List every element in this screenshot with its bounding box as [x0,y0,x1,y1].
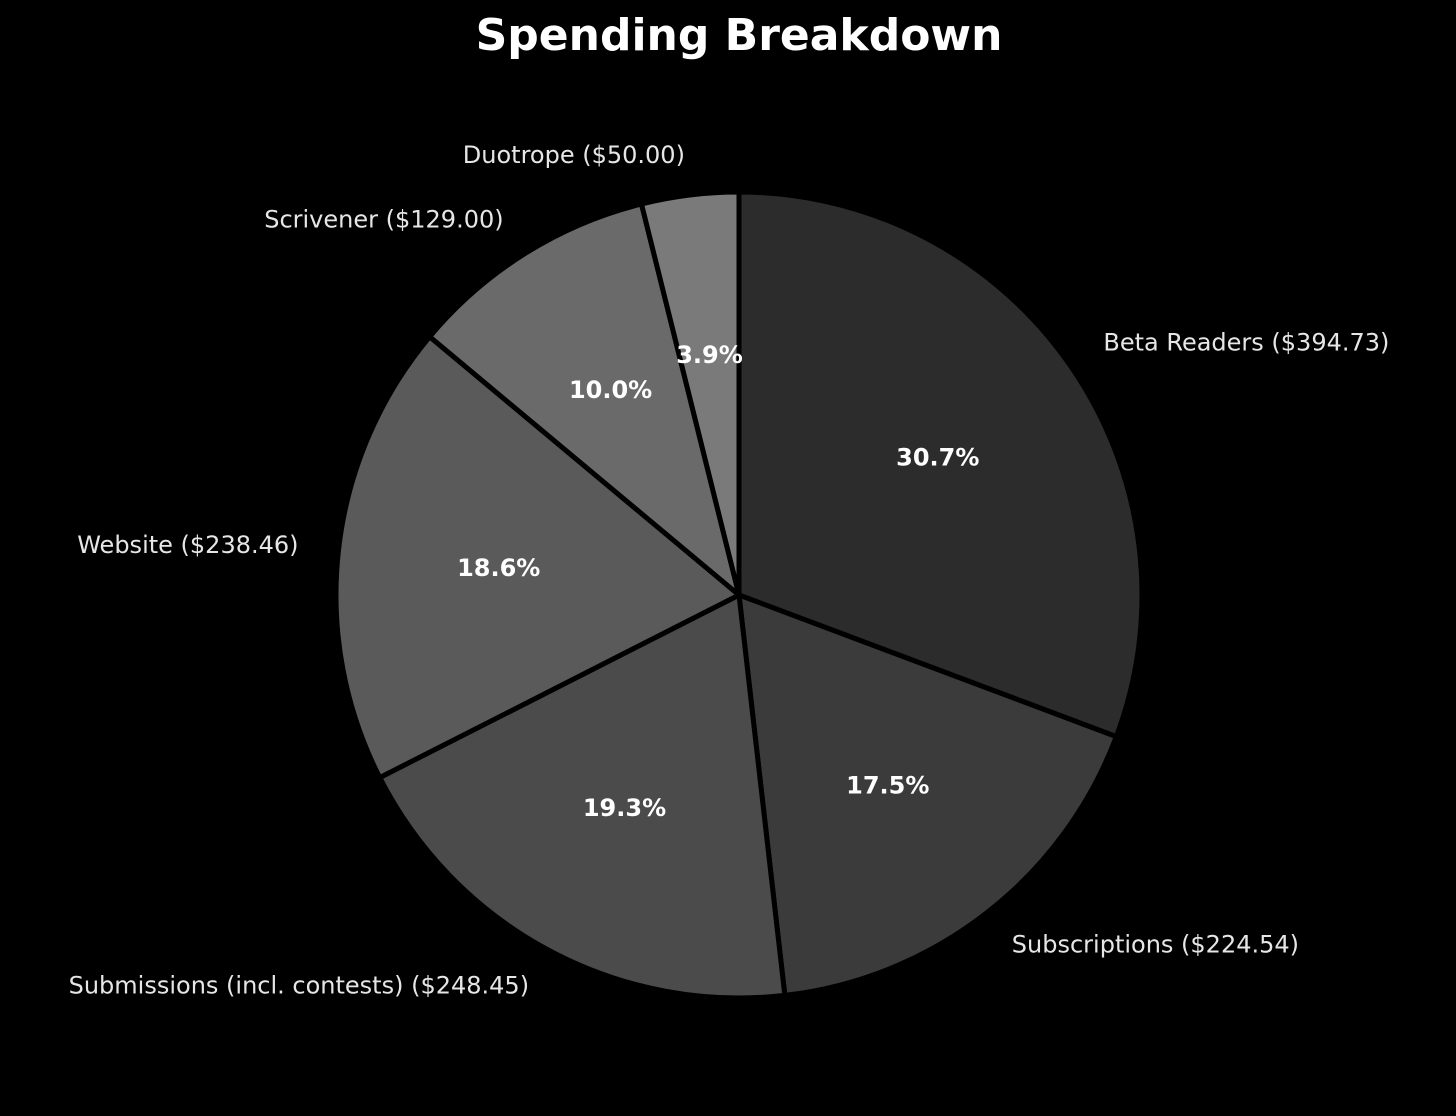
pie-slice-submissions-incl-contests [377,592,788,1001]
pie-slice-website [333,334,742,781]
pie-slice-subscriptions [736,592,1119,998]
slice-label-duotrope: Duotrope ($50.00) [463,141,685,169]
pct-label-submissions-incl-contests: 19.3% [583,794,666,822]
pct-label-scrivener: 10.0% [569,376,652,404]
pct-label-website: 18.6% [457,554,540,582]
slice-label-subscriptions: Subscriptions ($224.54) [1012,930,1299,958]
slice-label-submissions-incl-contests: Submissions (incl. contests) ($248.45) [69,971,529,999]
slice-label-beta-readers: Beta Readers ($394.73) [1103,329,1389,357]
slice-labels: Beta Readers ($394.73) Subscriptions ($22… [69,141,1390,999]
pct-label-subscriptions: 17.5% [846,772,929,800]
chart-title: Spending Breakdown [476,10,1003,61]
pie-slice-scrivener [427,201,742,598]
pie-slices [333,189,1145,1001]
pct-label-beta-readers: 30.7% [896,443,979,471]
percentage-labels: 30.7% 17.5% 19.3% 18.6% 10.0% 3.9% [457,341,979,822]
pie-slice-duotrope [638,189,742,598]
pie-slice-beta-readers [736,189,1145,740]
pct-label-duotrope: 3.9% [676,341,743,369]
slice-label-website: Website ($238.46) [77,531,298,559]
slice-label-scrivener: Scrivener ($129.00) [264,205,503,233]
